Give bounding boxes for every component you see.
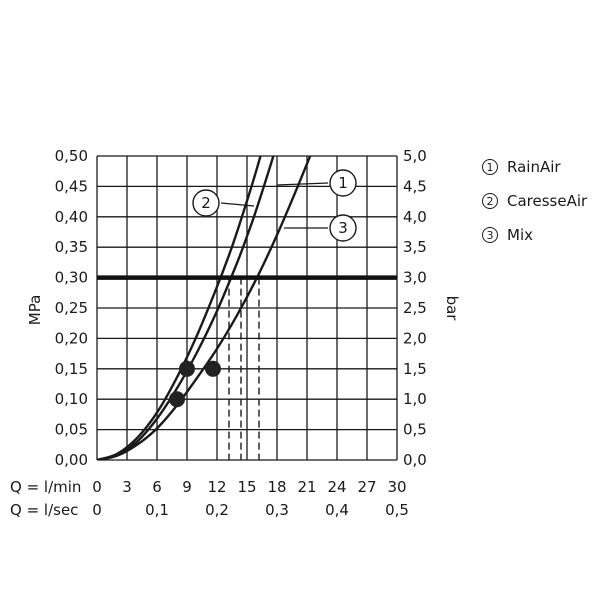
x-lsec-tick-label: 0,4 bbox=[325, 501, 349, 519]
y-right-tick-label: 1,5 bbox=[403, 360, 427, 378]
x-lsec-tick-label: 0 bbox=[92, 501, 102, 519]
curve-mix bbox=[97, 156, 312, 460]
x-lmin-tick-label: 18 bbox=[267, 478, 286, 496]
drop-lines bbox=[228, 277, 260, 460]
legend-number-1: 1 bbox=[482, 159, 498, 175]
grid-lines bbox=[96, 155, 398, 461]
markers bbox=[169, 360, 221, 408]
callout-circle bbox=[329, 214, 357, 242]
legend-number-2: 2 bbox=[482, 193, 498, 209]
y-right-tick-label: 0,0 bbox=[403, 451, 427, 469]
x-lsec-tick-label: 0,1 bbox=[145, 501, 169, 519]
y-right-tick-label: 3,0 bbox=[403, 269, 427, 287]
y-left-tick-label: 0,10 bbox=[55, 390, 88, 408]
y-right-axis-label: bar bbox=[443, 296, 461, 322]
y-right-tick-label: 1,0 bbox=[403, 390, 427, 408]
callout-leader bbox=[220, 202, 255, 207]
tick-labels: 0,000,050,100,150,200,250,300,350,400,45… bbox=[55, 147, 427, 519]
marker-mix bbox=[205, 360, 221, 377]
y-right-tick-label: 0,5 bbox=[403, 421, 427, 439]
x-lmin-tick-label: 24 bbox=[327, 478, 346, 496]
x-lmin-tick-label: 15 bbox=[237, 478, 256, 496]
x-lmin-tick-label: 21 bbox=[297, 478, 316, 496]
y-left-tick-label: 0,20 bbox=[55, 329, 88, 347]
legend-label-2: CaresseAir bbox=[507, 192, 588, 210]
callout-number: 3 bbox=[338, 219, 348, 237]
legend-label-1: RainAir bbox=[507, 158, 561, 176]
callout-circle bbox=[329, 169, 357, 197]
x-lmin-tick-label: 30 bbox=[387, 478, 406, 496]
legend-number-3: 3 bbox=[482, 227, 498, 243]
legend: 1 RainAir 2 CaresseAir 3 Mix bbox=[482, 150, 587, 252]
y-left-tick-label: 0,45 bbox=[55, 177, 88, 195]
y-left-tick-label: 0,40 bbox=[55, 208, 88, 226]
x-lmin-tick-label: 3 bbox=[122, 478, 132, 496]
legend-item-rainair: 1 RainAir bbox=[482, 150, 587, 184]
y-right-tick-label: 3,5 bbox=[403, 238, 427, 256]
y-right-tick-label: 5,0 bbox=[403, 147, 427, 165]
y-left-tick-label: 0,30 bbox=[55, 269, 88, 287]
y-right-tick-label: 4,5 bbox=[403, 177, 427, 195]
legend-item-caresseair: 2 CaresseAir bbox=[482, 184, 587, 218]
callout-number: 1 bbox=[338, 174, 348, 192]
y-left-tick-label: 0,05 bbox=[55, 421, 88, 439]
x-lsec-tick-label: 0,2 bbox=[205, 501, 229, 519]
x-lmin-tick-label: 9 bbox=[182, 478, 192, 496]
y-left-tick-label: 0,25 bbox=[55, 299, 88, 317]
y-left-tick-label: 0,50 bbox=[55, 147, 88, 165]
x-lsec-tick-label: 0,5 bbox=[385, 501, 409, 519]
curves bbox=[97, 156, 312, 460]
x-lmin-tick-label: 27 bbox=[357, 478, 376, 496]
marker-caresseair bbox=[179, 360, 195, 377]
legend-item-mix: 3 Mix bbox=[482, 218, 587, 252]
x-lmin-tick-label: 6 bbox=[152, 478, 162, 496]
callout-leader bbox=[276, 182, 329, 186]
callout-circle bbox=[192, 189, 220, 217]
y-right-tick-label: 2,0 bbox=[403, 329, 427, 347]
curve-rainair bbox=[97, 156, 275, 460]
x-lmin-tick-label: 0 bbox=[92, 478, 102, 496]
y-right-tick-label: 2,5 bbox=[403, 299, 427, 317]
callout-number: 2 bbox=[201, 194, 211, 212]
x-axis-lmin-label: Q = l/min bbox=[10, 478, 81, 496]
y-left-tick-label: 0,15 bbox=[55, 360, 88, 378]
curve-caresseair bbox=[97, 156, 262, 460]
x-lmin-tick-label: 12 bbox=[207, 478, 226, 496]
y-left-tick-label: 0,00 bbox=[55, 451, 88, 469]
x-axis-lsec-label: Q = l/sec bbox=[10, 501, 78, 519]
legend-label-3: Mix bbox=[507, 226, 533, 244]
y-left-tick-label: 0,35 bbox=[55, 238, 88, 256]
y-left-axis-label: MPa bbox=[26, 295, 44, 326]
marker-rainair bbox=[169, 391, 185, 408]
y-right-tick-label: 4,0 bbox=[403, 208, 427, 226]
curve-callouts: 1 2 3 bbox=[192, 169, 357, 242]
x-lsec-tick-label: 0,3 bbox=[265, 501, 289, 519]
